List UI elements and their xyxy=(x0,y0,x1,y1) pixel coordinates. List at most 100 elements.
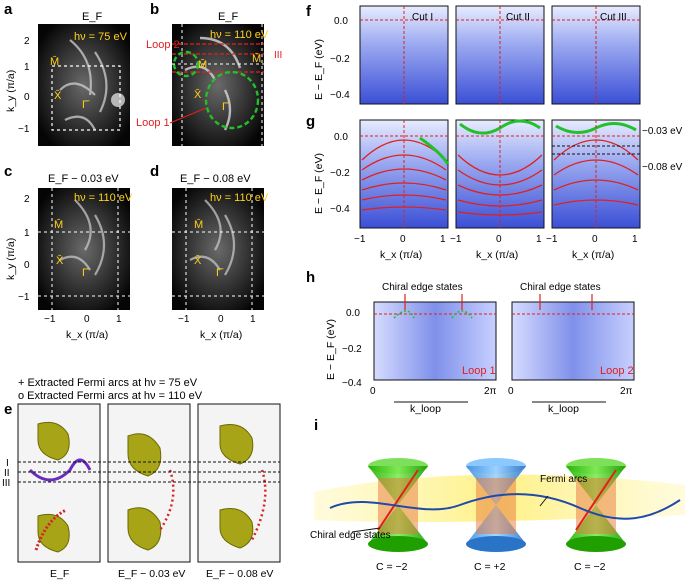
panel-a: a E_F hν = 75 eV M̄ X̄ Γ̄ 2 1 0 −1 k_y (… xyxy=(4,1,130,146)
cut-labels: III xyxy=(274,50,282,61)
chiral-label-h2: Chiral edge states xyxy=(520,282,601,293)
panel-d-M: M̄ xyxy=(194,218,203,231)
panel-d-title: E_F − 0.08 eV xyxy=(180,173,251,185)
kx-tick: 0 xyxy=(218,314,224,325)
panel-e-caption: E_F xyxy=(50,568,69,580)
panel-letter-b: b xyxy=(150,1,159,18)
ky-tick: 0 xyxy=(24,260,30,271)
cut-panel xyxy=(359,5,449,105)
panel-e-sub3 xyxy=(197,403,281,563)
cut-panel xyxy=(551,5,641,105)
h-loop2: Loop 2 xyxy=(600,365,634,377)
panel-letter-e: e xyxy=(4,401,12,418)
g-ann1: −0.03 eV xyxy=(642,126,683,137)
loop2-path xyxy=(172,50,200,78)
panel-b-M: M̄ xyxy=(198,58,207,71)
panel-i: i Fermi arcs xyxy=(310,417,685,573)
fermi-arc-curve xyxy=(329,493,681,520)
h-xtick: 0 xyxy=(508,386,514,397)
weyl-cone-1 xyxy=(368,458,428,552)
panel-e-caption: E_F − 0.08 eV xyxy=(206,568,273,580)
panel-e-caption: E_F − 0.03 eV xyxy=(118,568,185,580)
cut-label-e: I xyxy=(6,458,9,469)
kx-tick: 1 xyxy=(536,234,542,245)
e-tick: 0.0 xyxy=(346,308,360,319)
h-xtick: 2π xyxy=(484,386,497,397)
kx-tick: 0 xyxy=(400,234,406,245)
kx-tick: −1 xyxy=(546,234,558,245)
loop1-label: Loop 1 xyxy=(136,117,170,129)
panel-e-sub1 xyxy=(17,403,101,563)
panel-letter-i: i xyxy=(314,417,318,434)
panel-letter-f: f xyxy=(306,3,312,20)
fermi-arcs-label: Fermi arcs xyxy=(540,474,587,485)
kx-tick: 1 xyxy=(440,234,446,245)
panel-d: d E_F − 0.08 eV hν = 110 eV M̄ X̄ Γ̄ −1 … xyxy=(150,163,269,341)
h-xlabel1: k_loop xyxy=(410,403,441,415)
e-tick: −0.2 xyxy=(342,344,362,355)
panel-e: + Extracted Fermi arcs at hν = 75 eV o E… xyxy=(2,377,281,580)
h-loop1: Loop 1 xyxy=(462,365,496,377)
panel-letter-h: h xyxy=(306,269,315,286)
cut-title: Cut I xyxy=(412,12,433,23)
panel-c-G: Γ̄ xyxy=(82,267,90,279)
ky-tick: 2 xyxy=(24,194,30,205)
kx-tick: 0 xyxy=(84,314,90,325)
legend-plus: + Extracted Fermi arcs at hν = 75 eV xyxy=(18,377,198,389)
cut-panel xyxy=(455,5,545,105)
ky-tick: −1 xyxy=(18,124,30,135)
panel-d-hv: hν = 110 eV xyxy=(210,192,269,204)
e-tick: −0.4 xyxy=(342,378,362,389)
panel-a-title: E_F xyxy=(82,11,102,23)
kx-tick: 1 xyxy=(632,234,638,245)
ky-tick: 2 xyxy=(24,36,30,47)
chiral-label-h1: Chiral edge states xyxy=(382,282,463,293)
e-axis-label-h: E − E_F (eV) xyxy=(325,319,337,380)
g-ann2: −0.08 eV xyxy=(642,162,683,173)
chiral-label-i: Chiral edge states xyxy=(310,530,391,541)
panel-c: c E_F − 0.03 eV hν = 110 eV M̄ X̄ Γ̄ 2 1… xyxy=(4,163,133,341)
panel-b-G: Γ̄ xyxy=(222,101,230,113)
panel-letter-d: d xyxy=(150,163,159,180)
h-xtick: 0 xyxy=(370,386,376,397)
ky-tick: 0 xyxy=(24,92,30,103)
e-tick: 0.0 xyxy=(334,16,348,27)
panel-d-map xyxy=(172,188,264,310)
panel-c-hv: hν = 110 eV xyxy=(74,192,133,204)
panel-b-title: E_F xyxy=(218,11,238,23)
panel-letter-c: c xyxy=(4,163,12,180)
panel-b-hv: hν = 110 eV xyxy=(210,29,269,41)
weyl-cone-2 xyxy=(466,458,526,552)
kx-tick: 1 xyxy=(250,314,256,325)
kx-tick: 1 xyxy=(116,314,122,325)
e-tick: −0.4 xyxy=(330,204,350,215)
panel-e-sub2 xyxy=(107,403,191,563)
kx-tick: −1 xyxy=(450,234,462,245)
legend-circle: o Extracted Fermi arcs at hν = 110 eV xyxy=(18,390,203,402)
cut-title: Cut III xyxy=(600,12,627,23)
e-tick: −0.2 xyxy=(330,168,350,179)
kx-tick: 0 xyxy=(496,234,502,245)
panel-f: f Cut I Cut II Cut III 0.0 −0.2 −0.4 E −… xyxy=(306,3,641,105)
loop1-path xyxy=(204,70,260,130)
panel-d-G: Γ̄ xyxy=(216,267,224,279)
cut-label-e: III xyxy=(2,478,10,489)
panel-g: g −0.03 eV −0.08 eV 0.0 −0.2 −0.4 E − E_… xyxy=(306,113,683,261)
kx-axis-label-g1: k_x (π/a) xyxy=(380,249,422,261)
kx-axis-label-d: k_x (π/a) xyxy=(200,329,242,341)
charge-label-1: C = −2 xyxy=(376,561,408,573)
panel-d-X: X̄ xyxy=(194,254,202,267)
ky-axis-label: k_y (π/a) xyxy=(5,70,17,112)
e-axis-label-g: E − E_F (eV) xyxy=(313,153,325,214)
ky-tick: 1 xyxy=(24,228,30,239)
panel-a-map xyxy=(38,24,130,146)
kx-axis-label-g2: k_x (π/a) xyxy=(476,249,518,261)
e-axis-label-f: E − E_F (eV) xyxy=(313,39,325,100)
h-xlabel2: k_loop xyxy=(548,403,579,415)
kx-tick: −1 xyxy=(178,314,190,325)
kx-tick: 0 xyxy=(592,234,598,245)
ky-tick: −1 xyxy=(18,292,30,303)
panel-a-M: M̄ xyxy=(50,55,59,68)
kx-axis-label-g3: k_x (π/a) xyxy=(572,249,614,261)
ky-axis-label-c: k_y (π/a) xyxy=(5,238,17,280)
